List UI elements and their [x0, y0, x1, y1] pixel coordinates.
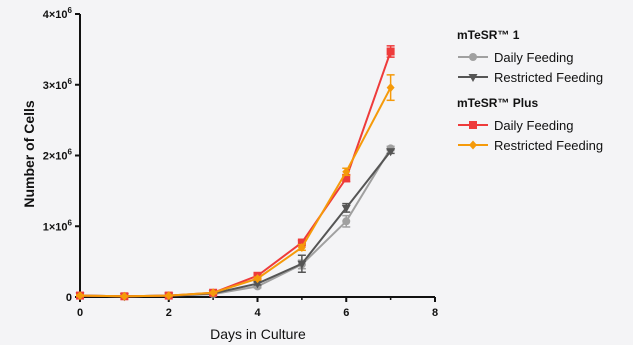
legend-item: Daily Feeding [458, 50, 574, 65]
data-point [120, 291, 129, 301]
data-point [342, 217, 351, 226]
legend-marker [469, 140, 477, 150]
x-tick-label: 0 [77, 307, 83, 319]
data-point [253, 274, 262, 284]
data-point [209, 288, 218, 298]
y-tick-label: 2×106 [43, 148, 73, 163]
x-axis-title: Days in Culture [210, 326, 306, 342]
y-axis-ticks: 0 1×106 2×106 3×106 4×106 [43, 6, 80, 304]
data-point [342, 174, 351, 183]
y-tick-label: 4×106 [43, 6, 73, 21]
legend-label: Daily Feeding [494, 118, 574, 133]
x-tick-label: 8 [432, 307, 438, 319]
data-point [341, 204, 351, 213]
x-tick-label: 6 [343, 307, 349, 319]
legend-item: Daily Feeding [458, 118, 574, 133]
x-tick-label: 4 [254, 307, 261, 319]
legend: mTeSR™ 1 Daily Feeding Restricted Feeding m… [457, 28, 603, 153]
data-point [386, 47, 395, 56]
legend-label: Daily Feeding [494, 50, 574, 65]
legend-label: Restricted Feeding [494, 138, 603, 153]
legend-marker [468, 74, 478, 82]
legend-group-title: mTeSR™ Plus [457, 96, 538, 110]
legend-group-title: mTeSR™ 1 [457, 28, 520, 42]
series-line [79, 87, 392, 298]
legend-marker [469, 53, 477, 61]
y-axis-title: Number of Cells [21, 100, 37, 208]
data-point [253, 280, 262, 289]
data-point [164, 291, 173, 301]
data-point [297, 260, 307, 269]
data-point [297, 242, 306, 252]
legend-marker [469, 121, 477, 129]
series-layer [75, 45, 396, 302]
data-point [76, 291, 84, 301]
legend-label: Restricted Feeding [494, 70, 603, 85]
x-tick-label: 2 [166, 307, 172, 319]
y-tick-label: 1×106 [43, 218, 73, 233]
legend-item: Restricted Feeding [458, 70, 603, 85]
data-point [297, 238, 306, 247]
data-point [386, 148, 396, 157]
y-tick-label: 0 [66, 292, 72, 304]
data-point [342, 167, 351, 177]
chart-axes [79, 14, 435, 298]
data-point [386, 83, 395, 93]
legend-item: Restricted Feeding [458, 138, 603, 153]
y-tick-label: 3×106 [43, 77, 73, 92]
series-3 [76, 74, 395, 301]
x-axis-ticks: 0 2 4 6 8 [77, 297, 438, 319]
